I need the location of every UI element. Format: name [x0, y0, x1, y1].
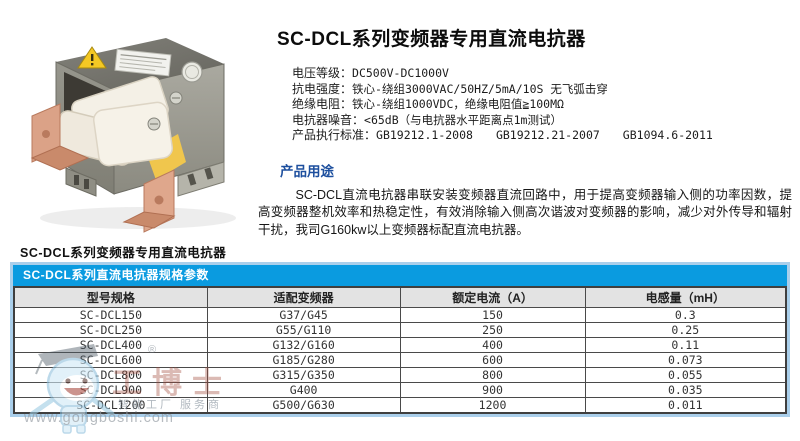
cell-current: 600	[399, 352, 586, 368]
cell-current: 1200	[399, 397, 586, 414]
cell-inductance: 0.055	[584, 367, 787, 383]
cell-model: SC-DCL800	[13, 367, 208, 383]
table-row: SC-DCL400 G132/G160 400 0.11	[13, 337, 787, 353]
reactor-illustration	[30, 38, 236, 233]
spec-label: 电抗器噪音：	[292, 112, 365, 127]
table-row: SC-DCL900 G400 900 0.035	[13, 382, 787, 398]
white-coil-windings	[53, 76, 173, 167]
table-row: SC-DCL250 G55/G110 250 0.25	[13, 322, 787, 338]
cell-model: SC-DCL150	[13, 307, 208, 323]
cell-model: SC-DCL900	[13, 382, 208, 398]
spec-label: 电压等级：	[292, 66, 353, 80]
col-header-inductance: 电感量（mH）	[584, 286, 787, 308]
cell-inverter: G37/G45	[206, 307, 401, 323]
round-badge-icon	[181, 61, 203, 83]
description-column: SC-DCL系列变频器专用直流电抗器 电压等级：DC500V-DC1000V 抗…	[258, 24, 792, 239]
usage-heading: 产品用途	[280, 163, 334, 179]
cell-current: 400	[399, 337, 586, 353]
spec-label: 产品执行标准：	[292, 128, 377, 143]
cell-inverter: G132/G160	[206, 337, 401, 353]
spec-table: 型号规格 适配变频器 额定电流（A） 电感量（mH） SC-DCL150 G37/…	[13, 286, 787, 414]
spec-standards: 产品执行标准：GB19212.1-2008 GB19212.21-2007 GB…	[292, 128, 792, 144]
table-title-bar: SC-DCL系列直流电抗器规格参数	[13, 265, 787, 286]
spec-value: 铁心-绕组1000VDC，绝缘电阻值≧100MΩ	[352, 97, 564, 112]
spec-value: GB19212.1-2008 GB19212.21-2007 GB1094.6-…	[376, 128, 713, 143]
spec-label	[114, 48, 172, 77]
cell-inductance: 0.011	[584, 397, 787, 414]
col-header-inverter: 适配变频器	[206, 286, 401, 308]
cell-inverter: G315/G350	[206, 367, 401, 383]
cell-inverter: G185/G280	[206, 352, 401, 368]
table-header-row: 型号规格 适配变频器 额定电流（A） 电感量（mH）	[13, 286, 787, 308]
product-photo	[26, 10, 252, 240]
spec-label: 绝缘电阻：	[292, 97, 353, 112]
table-row: SC-DCL600 G185/G280 600 0.073	[13, 352, 787, 368]
cell-current: 150	[399, 307, 586, 323]
cell-inductance: 0.035	[584, 382, 787, 398]
cell-inductance: 0.073	[584, 352, 787, 368]
copper-terminal-left	[30, 103, 90, 171]
table-row: SC-DCL1200 G500/G630 1200 0.011	[13, 397, 787, 414]
spec-strength: 抗电强度：铁心-绕组3000VAC/50HZ/5mA/10S 无飞弧击穿	[292, 82, 792, 98]
cell-model: SC-DCL600	[13, 352, 208, 368]
spec-noise: 电抗器噪音：<65dB（与电抗器水平距离点1m测试）	[292, 113, 792, 129]
spec-list: 电压等级：DC500V-DC1000V 抗电强度：铁心-绕组3000VAC/50…	[292, 66, 792, 144]
cell-inductance: 0.25	[584, 322, 787, 338]
spec-value: DC500V-DC1000V	[352, 66, 449, 80]
cell-inverter: G500/G630	[206, 397, 401, 414]
cell-model: SC-DCL400	[13, 337, 208, 353]
cell-model: SC-DCL1200	[13, 397, 208, 414]
cell-current: 250	[399, 322, 586, 338]
cell-model: SC-DCL250	[13, 322, 208, 338]
spec-label: 抗电强度：	[292, 81, 353, 96]
spec-value: <65dB（与电抗器水平距离点1m测试）	[364, 112, 562, 127]
spec-voltage: 电压等级：DC500V-DC1000V	[292, 66, 792, 82]
page-title: SC-DCL系列变频器专用直流电抗器	[277, 29, 586, 50]
warning-triangle-icon	[77, 46, 107, 69]
table-row: SC-DCL800 G315/G350 800 0.055	[13, 367, 787, 383]
cell-inductance: 0.11	[584, 337, 787, 353]
cell-current: 800	[399, 367, 586, 383]
cell-inductance: 0.3	[584, 307, 787, 323]
col-header-model: 型号规格	[13, 286, 208, 308]
cell-inverter: G400	[206, 382, 401, 398]
usage-paragraph: SC-DCL直流电抗器串联安装变频器直流回路中，用于提高变频器输入侧的功率因数，…	[258, 187, 792, 237]
cell-current: 900	[399, 382, 586, 398]
col-header-current: 额定电流（A）	[399, 286, 586, 308]
mounting-screws	[147, 91, 183, 131]
mounting-feet	[65, 161, 225, 197]
copper-terminal-front	[122, 169, 176, 233]
cell-inverter: G55/G110	[206, 322, 401, 338]
spec-value: 铁心-绕组3000VAC/50HZ/5mA/10S 无飞弧击穿	[352, 81, 608, 96]
photo-caption: SC-DCL系列变频器专用直流电抗器	[20, 246, 227, 260]
table-row: SC-DCL150 G37/G45 150 0.3	[13, 307, 787, 323]
spec-table-section: SC-DCL系列直流电抗器规格参数 型号规格 适配变频器 额定电流（A） 电感量…	[10, 262, 790, 417]
spec-insulation: 绝缘电阻：铁心-绕组1000VDC，绝缘电阻值≧100MΩ	[292, 97, 792, 113]
